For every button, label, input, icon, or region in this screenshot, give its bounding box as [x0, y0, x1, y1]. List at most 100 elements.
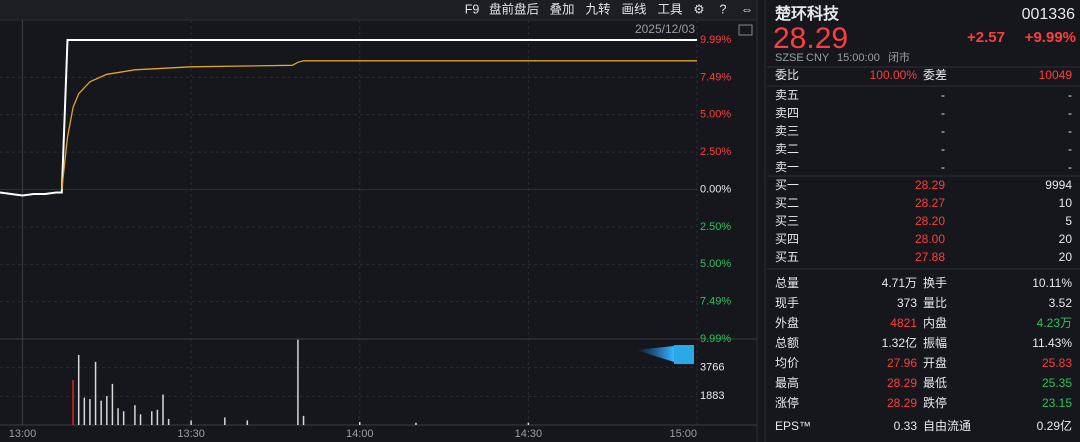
- book-volume: 20: [1059, 250, 1073, 264]
- volume-bar: [358, 421, 361, 425]
- volume-bar: [72, 380, 74, 425]
- y-tick-label: 0.00%: [700, 183, 731, 195]
- book-volume: -: [1068, 160, 1072, 174]
- toolbar-button[interactable]: 九转: [585, 1, 610, 16]
- layout-icon[interactable]: ⇔: [741, 2, 754, 16]
- stat-value: 11.43%: [1032, 336, 1072, 350]
- stat-label: 涨停: [775, 395, 799, 410]
- stat-label: 量比: [923, 296, 947, 310]
- volume-bar: [190, 420, 192, 425]
- book-volume: 10: [1059, 196, 1073, 210]
- book-volume: 9994: [1045, 178, 1072, 192]
- stat-label: 振幅: [923, 335, 947, 350]
- volume-bar: [89, 399, 91, 425]
- book-price: 28.27: [915, 196, 945, 210]
- y-tick-label: 3766: [700, 362, 724, 374]
- book-label: 买二: [775, 196, 799, 210]
- stat-label: 开盘: [923, 355, 947, 370]
- label: 委比: [775, 68, 799, 82]
- stat-label: 均价: [775, 356, 799, 370]
- stat-value: 25.83: [1042, 356, 1072, 370]
- book-label: 买五: [775, 250, 799, 264]
- volume-bar: [297, 339, 299, 425]
- book-price: -: [941, 106, 945, 120]
- volume-bar: [134, 405, 136, 425]
- book-label: 卖一: [775, 160, 799, 174]
- stat-value: 373: [897, 296, 917, 310]
- volume-bar: [415, 422, 417, 425]
- toolbar: [0, 0, 757, 20]
- price-line: [61, 60, 697, 190]
- y-tick-label: 2.50%: [700, 146, 731, 158]
- market-status: 闭市: [888, 50, 910, 64]
- y-tick-label: 7.49%: [700, 71, 731, 83]
- y-tick-label: 9.99%: [700, 34, 731, 46]
- stat-value: 3.52: [1049, 296, 1073, 310]
- exchange: SZSE: [775, 52, 804, 64]
- wp-icon[interactable]: [738, 24, 753, 36]
- stat-label: 现手: [775, 296, 799, 310]
- value: 10049: [1039, 68, 1073, 82]
- book-label: 卖三: [775, 124, 799, 138]
- price-line: [0, 39, 697, 197]
- toolbar-button[interactable]: 叠加: [549, 2, 574, 16]
- book-volume: 20: [1059, 232, 1073, 246]
- book-price: -: [941, 88, 945, 102]
- book-price: 28.29: [915, 178, 945, 192]
- y-tick-label: 5.00%: [700, 258, 731, 270]
- book-volume: -: [1068, 142, 1072, 156]
- y-tick-label: 9.99%: [700, 333, 731, 345]
- volume-bar: [167, 418, 170, 425]
- book-price: -: [941, 142, 945, 156]
- stat-value: 1.32亿: [882, 335, 917, 350]
- arrow-button[interactable]: [674, 345, 694, 364]
- stock-code: 001336: [1022, 6, 1075, 23]
- x-tick-label: 13:30: [177, 428, 205, 440]
- book-volume: -: [1068, 106, 1072, 120]
- toolbar-button[interactable]: 画线: [621, 2, 647, 16]
- change: +2.57: [967, 29, 1005, 46]
- book-label: 卖二: [775, 142, 799, 156]
- y-tick-label: 7.49%: [700, 295, 731, 307]
- toolbar-button[interactable]: 工具: [657, 2, 683, 16]
- volume-bar: [156, 409, 159, 425]
- book-label: 买四: [775, 232, 799, 246]
- volume-bar: [100, 400, 102, 425]
- x-tick-label: 13:00: [9, 428, 37, 440]
- book-label: 卖五: [775, 88, 799, 102]
- stat-value: 27.96: [887, 356, 917, 370]
- stat-value: 10.11%: [1032, 276, 1072, 290]
- arrow-decoration: [636, 346, 674, 362]
- chart-date: 2025/12/03: [635, 22, 695, 36]
- stat-label: 总额: [775, 336, 799, 350]
- book-volume: -: [1068, 124, 1072, 138]
- volume-bar: [527, 422, 530, 425]
- stat-value: 0.29亿: [1037, 418, 1072, 433]
- book-price: 27.88: [915, 250, 945, 264]
- y-tick-label: 1883: [700, 390, 724, 402]
- stat-label: 外盘: [775, 315, 799, 330]
- toolbar-button[interactable]: F9: [465, 2, 480, 16]
- change-pct: +9.99%: [1025, 29, 1076, 46]
- stat-label: 自由流通: [923, 419, 971, 433]
- volume-bar: [162, 394, 164, 425]
- volume-bar: [302, 415, 305, 425]
- stat-label: 最高: [775, 375, 799, 390]
- stat-label: 换手: [923, 276, 947, 290]
- book-label: 卖四: [775, 106, 799, 120]
- value: 100.00%: [870, 68, 918, 82]
- stock-name: 楚环科技: [775, 4, 840, 23]
- x-tick-label: 14:00: [346, 428, 374, 440]
- settings-icon[interactable]: ⚙: [693, 2, 704, 16]
- book-price: -: [941, 160, 945, 174]
- stat-value: 23.15: [1042, 396, 1072, 410]
- help-icon[interactable]: ?: [720, 2, 727, 16]
- stat-value: 4.71万: [882, 276, 917, 290]
- volume-bar: [94, 361, 97, 425]
- stat-value: 4821: [890, 316, 917, 330]
- book-price: 28.20: [915, 214, 945, 228]
- toolbar-button[interactable]: 盘前盘后: [489, 1, 539, 16]
- volume-bar: [77, 354, 80, 425]
